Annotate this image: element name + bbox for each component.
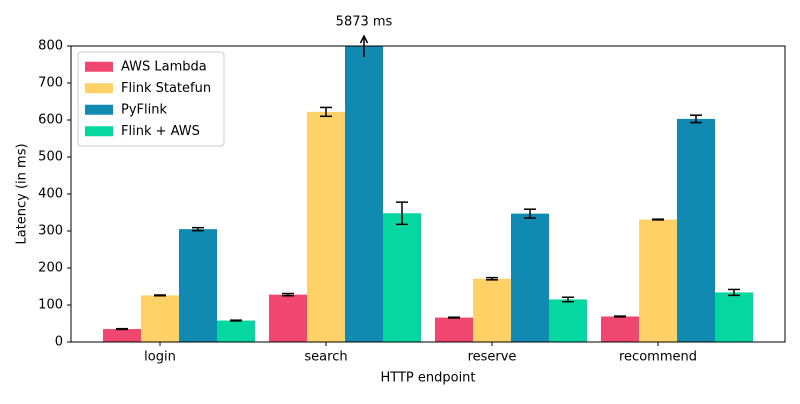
x-axis-label: HTTP endpoint (380, 371, 475, 386)
bar (141, 295, 179, 342)
bar (639, 219, 677, 342)
error-bar (320, 106, 332, 118)
bar (217, 320, 255, 342)
error-bar (690, 114, 702, 124)
legend-label: PyFlink (121, 102, 167, 117)
x-tick-label: recommend (619, 350, 697, 365)
error-bar (562, 296, 574, 303)
x-tick-label: login (144, 350, 176, 365)
y-axis-label: Latency (in ms) (15, 143, 30, 244)
legend-label: AWS Lambda (121, 59, 207, 74)
bar (269, 294, 307, 342)
bar (677, 118, 715, 342)
bar (601, 316, 639, 342)
legend-label: Flink Statefun (121, 81, 211, 96)
bar (511, 213, 549, 342)
bar (549, 299, 587, 342)
error-bar (486, 276, 498, 281)
error-bar (524, 208, 536, 219)
error-bar (116, 327, 128, 331)
error-bar (230, 319, 242, 322)
legend-swatch (85, 126, 113, 137)
bar (435, 317, 473, 342)
bar (307, 111, 345, 342)
y-tick-label: 300 (38, 224, 63, 239)
bar (103, 329, 141, 342)
y-tick-label: 200 (38, 261, 63, 276)
y-tick-label: 600 (38, 113, 63, 128)
y-tick-label: 100 (38, 298, 63, 313)
legend-swatch (85, 61, 113, 72)
bar (383, 213, 421, 342)
error-bar (652, 218, 664, 221)
x-tick-label: search (304, 350, 347, 365)
legend-label: Flink + AWS (121, 124, 200, 139)
bar (179, 229, 217, 342)
error-bar (192, 226, 204, 232)
y-tick-label: 700 (38, 76, 63, 91)
bar (345, 46, 383, 342)
x-tick-label: reserve (468, 350, 517, 365)
y-tick-label: 400 (38, 187, 63, 202)
y-tick-label: 800 (38, 39, 63, 54)
error-bar (282, 292, 294, 297)
error-bar (154, 294, 166, 297)
bar (473, 278, 511, 342)
error-bar (448, 316, 460, 319)
error-bar (728, 288, 740, 297)
bar (715, 292, 753, 342)
error-bar (396, 201, 408, 226)
legend-swatch (85, 83, 113, 94)
error-bar (614, 315, 626, 318)
legend-box (77, 51, 225, 147)
annotation-arrowhead (359, 34, 369, 44)
annotation: 5873 ms (336, 15, 393, 30)
y-tick-label: 0 (55, 335, 63, 350)
plot-area (103, 46, 753, 342)
y-tick-label: 500 (38, 150, 63, 165)
legend-swatch (85, 104, 113, 115)
